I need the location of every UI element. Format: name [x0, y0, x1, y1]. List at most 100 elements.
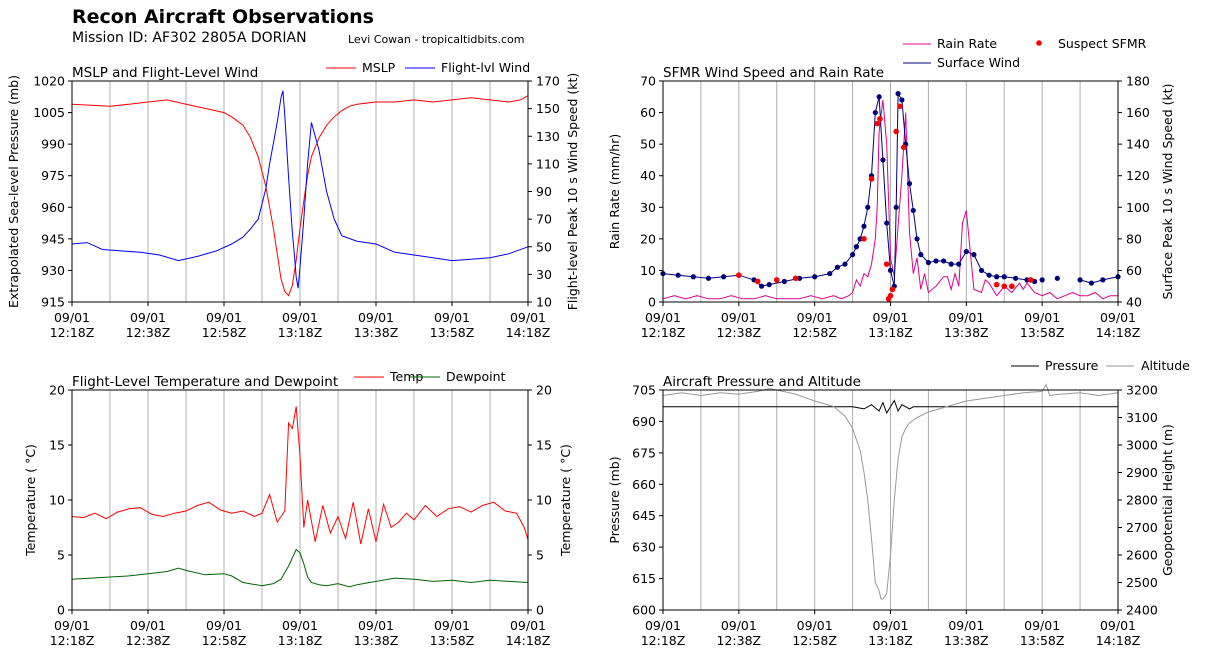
y2-tick-label: 2800 [1126, 493, 1158, 508]
y-tick-label: 675 [632, 445, 656, 460]
y-tick-label: 5 [57, 548, 65, 563]
y-axis-label: Pressure (mb) [607, 456, 622, 543]
x-tick-label-date: 09/01 [721, 618, 757, 633]
surface-wind-point [956, 261, 962, 267]
temp-chart: 09/0112:18Z09/0112:38Z09/0112:58Z09/0113… [23, 369, 573, 648]
x-tick-label-date: 09/01 [1100, 618, 1136, 633]
x-tick-label-date: 09/01 [948, 618, 984, 633]
surface-wind-point [978, 267, 985, 274]
x-tick-label-date: 09/01 [510, 310, 546, 325]
y-tick-label: 645 [632, 508, 656, 523]
suspect-sfmr-point [1009, 283, 1015, 290]
x-tick-label-date: 09/01 [948, 310, 984, 325]
surface-wind-point [895, 91, 901, 97]
y-tick-label: 0 [57, 603, 65, 618]
legend-entry: Temp [389, 369, 423, 384]
surface-wind-point [899, 97, 905, 103]
suspect-sfmr-point [792, 275, 799, 282]
y2-tick-label: 140 [1126, 137, 1150, 152]
panel-title: Flight-Level Temperature and Dewpoint [72, 374, 338, 390]
legend-swatch [1036, 40, 1042, 46]
x-tick-label-time: 13:38Z [354, 325, 399, 340]
x-tick-label-time: 12:58Z [202, 325, 247, 340]
surface-wind-point [781, 278, 787, 285]
surface-wind-point [827, 270, 833, 277]
y-tick-label: 915 [41, 295, 65, 310]
x-tick-label-date: 09/01 [721, 310, 757, 325]
suspect-sfmr-point [1001, 283, 1008, 290]
legend-entry: MSLP [362, 60, 396, 75]
x-tick-label-date: 09/01 [797, 310, 833, 325]
series-line-mslp [71, 95, 529, 297]
x-tick-label-date: 09/01 [130, 618, 166, 633]
page-title: Recon Aircraft Observations [72, 6, 374, 28]
x-tick-label-time: 13:18Z [868, 325, 913, 340]
y-tick-label: 15 [49, 438, 65, 453]
suspect-sfmr-point [1027, 277, 1034, 283]
series-line-surface-wind [662, 91, 1035, 287]
y2-tick-label: 3100 [1126, 410, 1158, 425]
x-tick-label-time: 13:38Z [944, 325, 989, 340]
y-axis-label: Extrapolated Sea-level Pressure (mb) [6, 75, 21, 308]
y2-tick-label: 40 [1126, 295, 1142, 310]
y2-tick-label: 2400 [1126, 603, 1158, 618]
x-tick-label-time: 13:58Z [1020, 325, 1065, 340]
x-tick-label-time: 12:18Z [50, 633, 95, 648]
x-tick-label-time: 12:38Z [717, 633, 762, 648]
x-tick-label-time: 13:18Z [278, 633, 323, 648]
series-line-temp [71, 406, 529, 545]
y-tick-label: 960 [41, 200, 65, 215]
x-tick-label-date: 09/01 [358, 618, 394, 633]
suspect-sfmr-point [874, 120, 881, 127]
surface-wind-point [1088, 280, 1095, 286]
suspect-sfmr-point [993, 281, 1000, 288]
x-tick-label-time: 12:58Z [792, 325, 837, 340]
legend-entry: Altitude [1141, 358, 1190, 373]
y-tick-label: 690 [632, 414, 656, 429]
series-line-surface-wind [1079, 276, 1119, 284]
surface-wind-point [812, 274, 818, 280]
panel-title: Aircraft Pressure and Altitude [663, 374, 861, 390]
suspect-sfmr-point [900, 144, 907, 151]
altitude-chart: 09/0112:18Z09/0112:38Z09/0112:58Z09/0113… [607, 358, 1190, 648]
x-tick-label-date: 09/01 [434, 310, 470, 325]
y-tick-label: 50 [640, 137, 656, 152]
y2-tick-label: 90 [536, 184, 552, 199]
surface-wind-point [884, 220, 890, 226]
surface-wind-point [1039, 277, 1045, 283]
surface-wind-point [914, 236, 920, 242]
suspect-sfmr-point [887, 292, 894, 299]
surface-wind-point [963, 248, 969, 255]
x-tick-label-time: 12:58Z [202, 633, 247, 648]
y-tick-label: 30 [640, 200, 656, 215]
surface-wind-point [906, 181, 913, 187]
surface-wind-point [834, 264, 841, 270]
panel-title: SFMR Wind Speed and Rain Rate [663, 65, 884, 81]
y-tick-label: 10 [640, 263, 656, 278]
y-tick-label: 600 [632, 603, 656, 618]
surface-wind-point [861, 223, 867, 229]
surface-wind-point [766, 282, 772, 288]
x-tick-label-date: 09/01 [282, 618, 318, 633]
surface-wind-point [721, 274, 727, 280]
y2-tick-label: 10 [536, 493, 552, 508]
x-tick-label-date: 09/01 [130, 310, 166, 325]
y2-axis-label: Temperature ( °C) [558, 444, 573, 557]
surface-wind-point [893, 204, 899, 210]
y-tick-label: 705 [632, 383, 656, 398]
series-line-flight-lvl-wind [71, 90, 529, 289]
x-tick-label-date: 09/01 [645, 618, 681, 633]
surface-wind-point [910, 207, 916, 214]
surface-wind-point [876, 94, 882, 100]
y2-tick-label: 180 [1126, 74, 1150, 89]
x-tick-label-time: 13:18Z [868, 633, 913, 648]
y2-tick-label: 110 [536, 156, 560, 171]
y-axis-label: Rain Rate (mm/hr) [607, 134, 622, 249]
surface-wind-point [933, 258, 939, 264]
y2-axis-label: Flight-level Peak 10 s Wind Speed (kt) [565, 73, 580, 311]
y2-tick-label: 2700 [1126, 520, 1158, 535]
surface-wind-point [1054, 275, 1060, 281]
surface-wind-point [705, 275, 712, 281]
legend-entry: Suspect SFMR [1058, 36, 1147, 51]
